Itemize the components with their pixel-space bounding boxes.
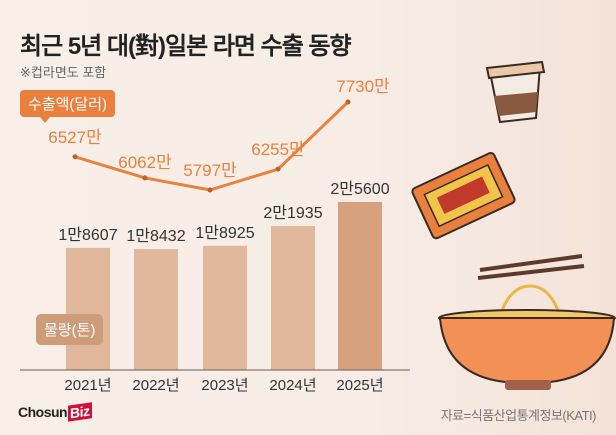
bar-value-label: 2만1935 xyxy=(263,204,322,222)
line-value-label: 5797만 xyxy=(183,161,237,180)
line-point xyxy=(207,187,213,193)
bar-2023년 xyxy=(203,245,247,370)
ramen-packet-icon xyxy=(411,151,516,240)
chart-subtitle: ※컵라면도 포함 xyxy=(20,65,107,80)
x-tick-label: 2023년 xyxy=(201,377,248,394)
legend-volume: 물량(톤) xyxy=(36,314,104,345)
chart-title: 최근 5년 대(對)일본 라면 수출 동향 xyxy=(20,33,352,60)
x-tick-label: 2025년 xyxy=(336,377,383,394)
bar-value-label: 1만8925 xyxy=(195,224,254,242)
cup-noodle-icon xyxy=(485,60,546,124)
chopsticks-icon xyxy=(477,254,585,280)
logo-text: Chosun xyxy=(18,404,68,420)
bar-2025년 xyxy=(338,202,382,370)
bar-2021년 xyxy=(66,247,110,370)
bar-value-label: 1만8432 xyxy=(126,227,185,245)
source-note: 자료=식품산업통계정보(KATI) xyxy=(440,408,597,423)
line-point xyxy=(142,175,148,181)
x-tick-label: 2022년 xyxy=(132,377,179,394)
bar-2024년 xyxy=(271,226,315,370)
line-point xyxy=(72,154,78,160)
logo-accent: Biz xyxy=(68,402,92,422)
line-value-label: 6527만 xyxy=(48,128,102,147)
line-point xyxy=(275,166,281,172)
line-value-label: 6255만 xyxy=(251,140,305,159)
line-value-label: 7730만 xyxy=(336,77,390,96)
bar-value-label: 2만5600 xyxy=(330,180,389,198)
line-value-label: 6062만 xyxy=(118,153,172,172)
legend-export-value: 수출액(달러) xyxy=(20,90,115,123)
line-point xyxy=(345,99,351,105)
bar-2022년 xyxy=(134,249,178,370)
x-tick-label: 2021년 xyxy=(64,377,111,394)
noodle-bowl-icon xyxy=(438,284,616,390)
bar-value-label: 1만8607 xyxy=(58,226,117,244)
chosunbiz-logo: Chosun Biz xyxy=(18,402,92,422)
x-tick-label: 2024년 xyxy=(269,377,316,394)
